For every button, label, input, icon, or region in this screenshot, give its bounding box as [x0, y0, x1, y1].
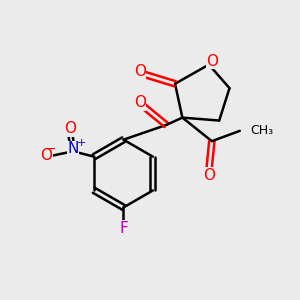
- Text: +: +: [76, 138, 86, 148]
- Text: O: O: [203, 167, 215, 182]
- Text: O: O: [64, 121, 76, 136]
- Text: CH₃: CH₃: [250, 124, 273, 137]
- Text: O: O: [134, 64, 146, 80]
- Text: O: O: [206, 54, 218, 69]
- Text: F: F: [119, 221, 128, 236]
- Text: O: O: [40, 148, 52, 163]
- Text: N: N: [67, 142, 79, 157]
- Text: O: O: [134, 95, 146, 110]
- Text: −: −: [46, 143, 56, 156]
